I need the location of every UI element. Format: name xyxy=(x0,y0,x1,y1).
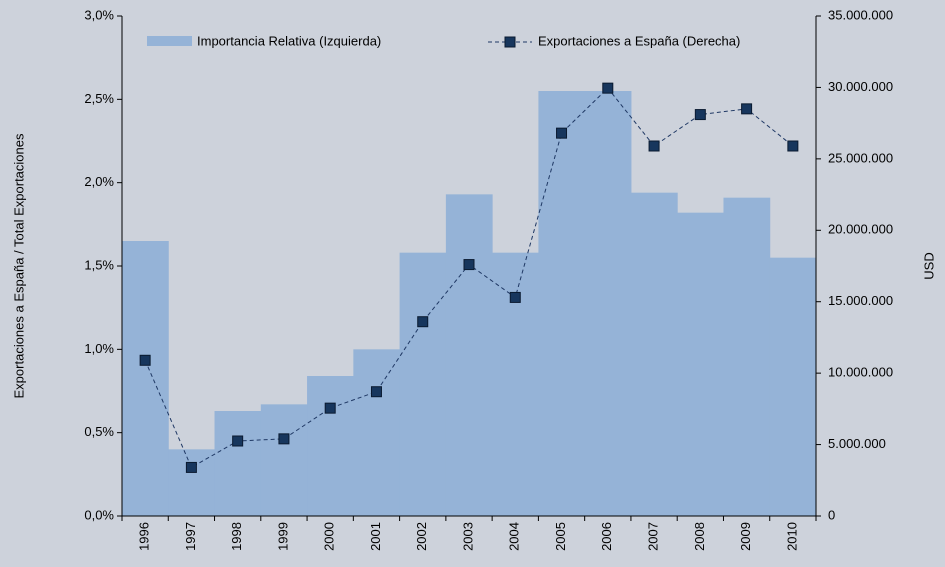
x-tick-label: 2001 xyxy=(368,522,383,551)
x-tick-label: 2000 xyxy=(322,522,337,551)
y-tick-label: 1,5% xyxy=(84,257,114,272)
y2-tick-label: 5.000.000 xyxy=(828,436,886,451)
y-axis-label: Exportaciones a España / Total Exportaci… xyxy=(11,133,26,398)
bar xyxy=(260,404,308,516)
x-tick-label: 2008 xyxy=(692,522,707,551)
bar xyxy=(445,194,493,517)
x-tick-label: 2003 xyxy=(460,522,475,551)
y-tick-label: 3,0% xyxy=(84,7,114,22)
marker xyxy=(787,140,799,152)
marker xyxy=(185,461,197,473)
marker xyxy=(417,316,429,328)
marker xyxy=(370,386,382,398)
x-tick-label: 1997 xyxy=(183,522,198,551)
y2-tick-label: 25.000.000 xyxy=(828,150,893,165)
bar xyxy=(584,91,632,516)
x-tick-label: 2010 xyxy=(784,522,799,551)
legend-label: Importancia Relativa (Izquierda) xyxy=(197,33,381,48)
bar xyxy=(723,197,771,516)
y2-axis-label: USD xyxy=(921,252,936,279)
legend-swatch xyxy=(147,36,192,46)
x-tick-label: 2005 xyxy=(553,522,568,551)
bar xyxy=(769,257,817,516)
x-tick-label: 1996 xyxy=(137,522,152,551)
y2-tick-label: 10.000.000 xyxy=(828,365,893,380)
x-tick-label: 1999 xyxy=(275,522,290,551)
x-tick-label: 2002 xyxy=(414,522,429,551)
x-tick-label: 2009 xyxy=(738,522,753,551)
x-tick-label: 2007 xyxy=(646,522,661,551)
marker xyxy=(324,402,336,414)
y2-tick-label: 15.000.000 xyxy=(828,293,893,308)
marker xyxy=(139,354,151,366)
marker xyxy=(278,433,290,445)
bar xyxy=(122,241,169,516)
marker xyxy=(232,435,244,447)
y-tick-label: 2,5% xyxy=(84,91,114,106)
marker xyxy=(648,140,660,152)
bar xyxy=(677,212,724,516)
y2-tick-label: 30.000.000 xyxy=(828,79,893,94)
y-tick-label: 0,0% xyxy=(84,507,114,522)
bar xyxy=(168,449,216,516)
bar xyxy=(353,349,401,516)
x-tick-label: 1998 xyxy=(229,522,244,551)
x-tick-label: 2006 xyxy=(599,522,614,551)
legend-label: Exportaciones a España (Derecha) xyxy=(538,33,740,48)
bar xyxy=(630,192,678,516)
marker xyxy=(509,291,521,303)
bar xyxy=(538,91,586,516)
y-tick-label: 1,0% xyxy=(84,341,114,356)
y-tick-label: 0,5% xyxy=(84,424,114,439)
marker xyxy=(602,82,614,94)
bar xyxy=(399,252,447,516)
marker xyxy=(694,109,706,121)
y-tick-label: 2,0% xyxy=(84,174,114,189)
marker xyxy=(463,259,475,271)
marker xyxy=(741,103,753,115)
y2-tick-label: 20.000.000 xyxy=(828,222,893,237)
x-tick-label: 2004 xyxy=(507,522,522,551)
legend-marker xyxy=(504,36,516,48)
y2-tick-label: 0 xyxy=(828,507,835,522)
bar xyxy=(214,411,262,516)
bar xyxy=(307,376,354,516)
y2-tick-label: 35.000.000 xyxy=(828,7,893,22)
marker xyxy=(556,127,568,139)
